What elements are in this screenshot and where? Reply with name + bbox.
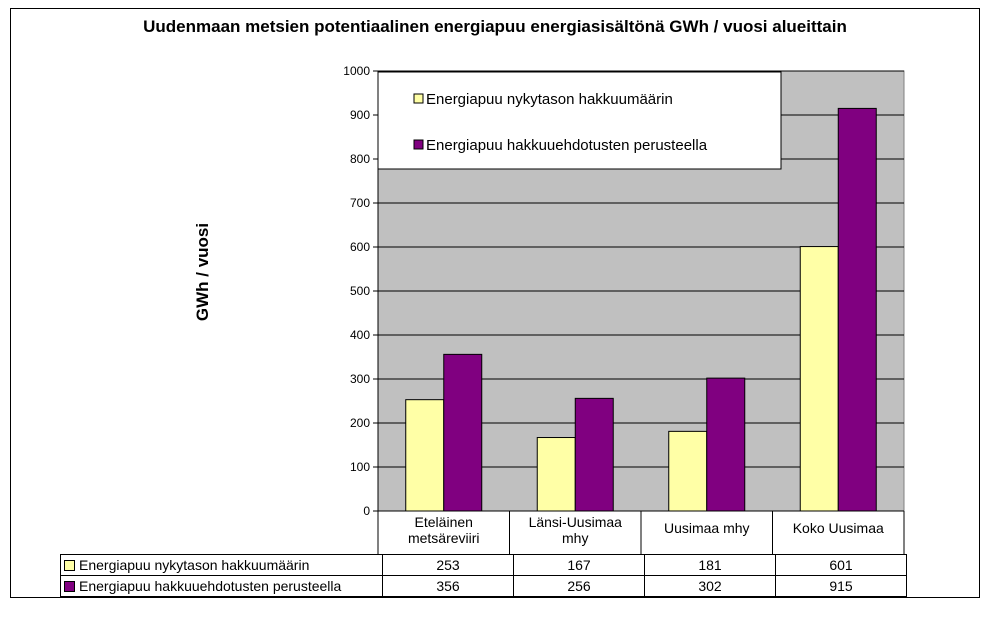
table-row-series-2: Energiapuu hakkuuehdotusten perusteella … <box>60 575 907 597</box>
legend-swatch-1 <box>413 93 424 104</box>
y-axis-label: GWh / vuosi <box>193 223 212 321</box>
table-series-label: Energiapuu nykytason hakkuumäärin <box>60 554 383 576</box>
legend-swatch-series-2 <box>64 580 75 592</box>
y-tick-label: 200 <box>350 416 370 430</box>
chart-title: Uudenmaan metsien potentiaalinen energia… <box>143 17 847 36</box>
table-cell-value: 167 <box>513 554 645 576</box>
y-tick-label: 600 <box>350 240 370 254</box>
table-series-name: Energiapuu nykytason hakkuumäärin <box>79 557 310 573</box>
table-cell-value: 181 <box>644 554 776 576</box>
bar-2-4 <box>837 107 877 512</box>
chart-frame <box>10 8 980 598</box>
x-tick-label: metsäreviiri <box>408 530 480 546</box>
table-cell-value: 915 <box>775 575 907 597</box>
x-tick-label: Uusimaa mhy <box>664 520 750 536</box>
y-tick-label: 100 <box>350 460 370 474</box>
table-series-label: Energiapuu hakkuuehdotusten perusteella <box>60 575 383 597</box>
y-tick-label: 400 <box>350 328 370 342</box>
table-cell-value: 253 <box>382 554 514 576</box>
legend-label: Energiapuu nykytason hakkuumäärin <box>426 91 673 108</box>
x-tick-label: mhy <box>562 530 588 546</box>
bar-1-4 <box>799 246 839 512</box>
table-series-name: Energiapuu hakkuuehdotusten perusteella <box>79 578 342 594</box>
y-tick-label: 300 <box>350 372 370 386</box>
legend-label: Energiapuu hakkuuehdotusten perusteella <box>426 137 708 154</box>
bar-2-1 <box>443 353 483 512</box>
table-cell-value: 356 <box>382 575 514 597</box>
data-table: Energiapuu nykytason hakkuumäärin 253 16… <box>60 554 907 597</box>
y-tick-label: 900 <box>350 108 370 122</box>
table-cell-value: 256 <box>513 575 645 597</box>
bar-2-2 <box>574 397 614 512</box>
y-tick-label: 500 <box>350 284 370 298</box>
bar-1-1 <box>405 399 445 512</box>
y-tick-label: 1000 <box>343 64 370 78</box>
table-cell-value: 302 <box>644 575 776 597</box>
table-row-series-1: Energiapuu nykytason hakkuumäärin 253 16… <box>60 554 907 576</box>
bar-1-3 <box>668 430 708 512</box>
x-tick-label: Länsi-Uusimaa <box>529 514 623 530</box>
legend-swatch-series-1 <box>64 559 75 571</box>
bar-1-2 <box>536 437 576 512</box>
table-cell-value: 601 <box>775 554 907 576</box>
bar-2-3 <box>706 377 746 512</box>
legend-swatch-2 <box>413 139 424 150</box>
legend <box>377 71 782 170</box>
x-tick-label: Koko Uusimaa <box>793 520 884 536</box>
y-tick-label: 0 <box>363 504 370 518</box>
y-tick-label: 800 <box>350 152 370 166</box>
x-tick-label: Eteläinen <box>415 514 473 530</box>
y-tick-label: 700 <box>350 196 370 210</box>
